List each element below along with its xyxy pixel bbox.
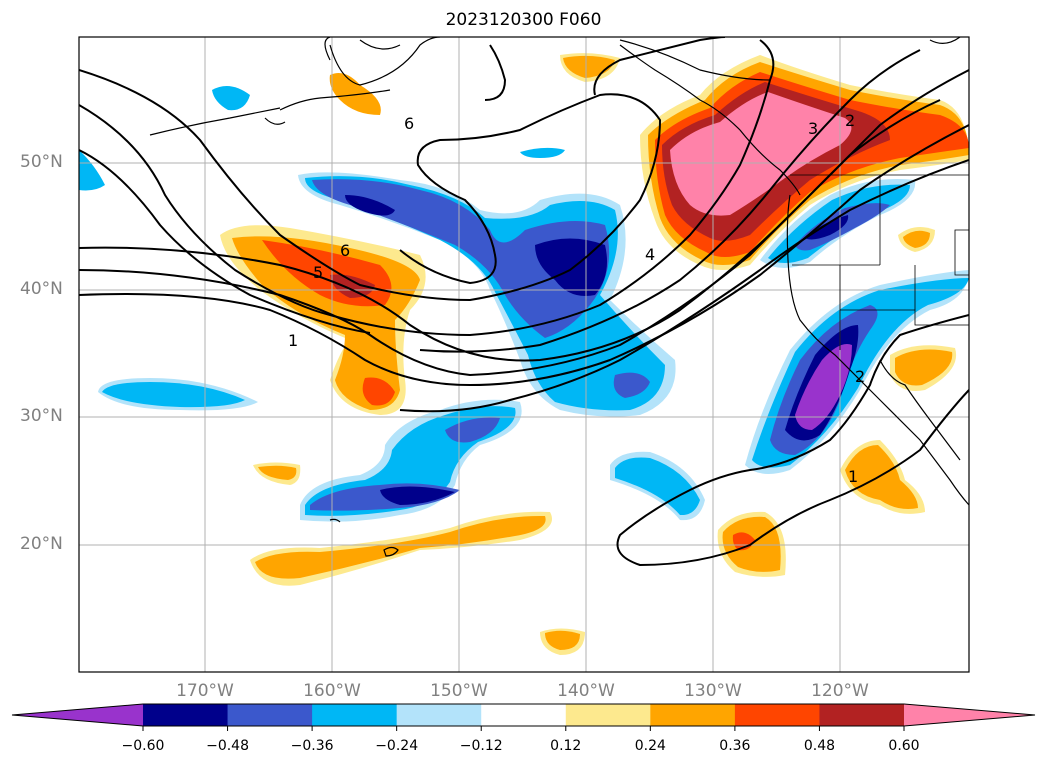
- negative-anomaly-west-isolated: [102, 382, 245, 408]
- negative-anomaly-east: [805, 215, 849, 240]
- positive-anomaly-west: [330, 274, 375, 298]
- colorbar-segment: [650, 704, 736, 726]
- positive-anomaly-small: [903, 230, 930, 248]
- positive-anomaly-southeast: [895, 349, 953, 386]
- negative-anomaly-southeast: [795, 344, 852, 430]
- coastlines: [149, 37, 969, 557]
- colorbar-tick-label: −0.36: [290, 738, 334, 754]
- colorbar-tick-label: −0.60: [121, 738, 165, 754]
- negative-anomaly-central: [312, 179, 650, 398]
- negative-anomaly-small: [615, 457, 700, 516]
- latitude-label: 30°N: [20, 406, 63, 426]
- negative-anomaly-subtropical: [380, 486, 455, 505]
- map-title: 2023120300 F060: [445, 10, 602, 30]
- colorbar-segment: [565, 704, 651, 726]
- longitude-label: 150°W: [430, 681, 488, 701]
- latitude-label: 20°N: [20, 534, 63, 554]
- contour-label: 2: [855, 367, 865, 386]
- positive-anomaly-southeast: [845, 445, 918, 509]
- longitude-label: 170°W: [176, 681, 234, 701]
- colorbar-segment: [481, 704, 567, 726]
- contour-label: 1: [848, 467, 858, 486]
- colorbar-tick-label: 0.12: [550, 738, 582, 754]
- colorbar-tick-label: 0.36: [719, 738, 751, 754]
- longitude-label: 130°W: [684, 681, 742, 701]
- colorbar-segment: [227, 704, 313, 726]
- colorbar-tick-label: −0.24: [375, 738, 419, 754]
- colorbar-segments: [11, 703, 1036, 727]
- longitude-label: 120°W: [811, 681, 869, 701]
- colorbar-tick-label: −0.48: [206, 738, 249, 754]
- contour-label: 6: [340, 241, 350, 260]
- colorbar-segment: [312, 704, 398, 726]
- map-figure: 6 6 5 1 4 3 2 2 1: [78, 36, 970, 673]
- negative-anomaly-aleutian: [212, 86, 250, 111]
- latitude-label: 40°N: [20, 279, 63, 299]
- negative-anomaly-edge: [79, 150, 105, 191]
- positive-anomaly-small: [545, 630, 580, 650]
- colorbar-segment: [734, 704, 820, 726]
- colorbar-segment: [396, 704, 482, 726]
- colorbar-tick-label: 0.48: [803, 738, 836, 754]
- negative-anomaly-subtropical: [310, 417, 500, 511]
- positive-anomaly-small: [329, 72, 381, 115]
- colorbar-tick-label: 0.60: [888, 738, 920, 754]
- colorbar-tick-label: 0.24: [634, 738, 666, 754]
- negative-anomaly-small: [520, 147, 565, 158]
- colorbar-outline: [11, 703, 1036, 727]
- colorbar-tick-label: −0.12: [459, 738, 503, 754]
- colorbar-segment: [12, 704, 143, 726]
- contour-label: 1: [288, 331, 298, 350]
- positive-anomaly-small: [258, 465, 297, 480]
- contour-label: 6: [404, 114, 414, 133]
- longitude-label: 160°W: [303, 681, 361, 701]
- colorbar-segment: [143, 704, 229, 726]
- contour-labels: 6 6 5 1 4 3 2 2 1: [288, 111, 865, 486]
- colorbar-segment: [819, 704, 905, 726]
- map-frame: [78, 36, 970, 673]
- positive-anomaly-hawaii: [255, 515, 546, 579]
- contour-label: 5: [313, 263, 323, 282]
- contour-lines: [79, 37, 969, 567]
- colorbar-ticks: [142, 726, 905, 731]
- gridlines: [79, 37, 969, 672]
- negative-anomaly-central: [345, 195, 608, 296]
- colorbar-segment: [904, 704, 1035, 726]
- contour-label: 3: [808, 119, 818, 138]
- contour-label: 2: [845, 111, 855, 130]
- shaded-anomalies: [79, 53, 969, 655]
- contour-label: 4: [645, 245, 655, 264]
- latitude-label: 50°N: [20, 152, 63, 172]
- longitude-label: 140°W: [557, 681, 615, 701]
